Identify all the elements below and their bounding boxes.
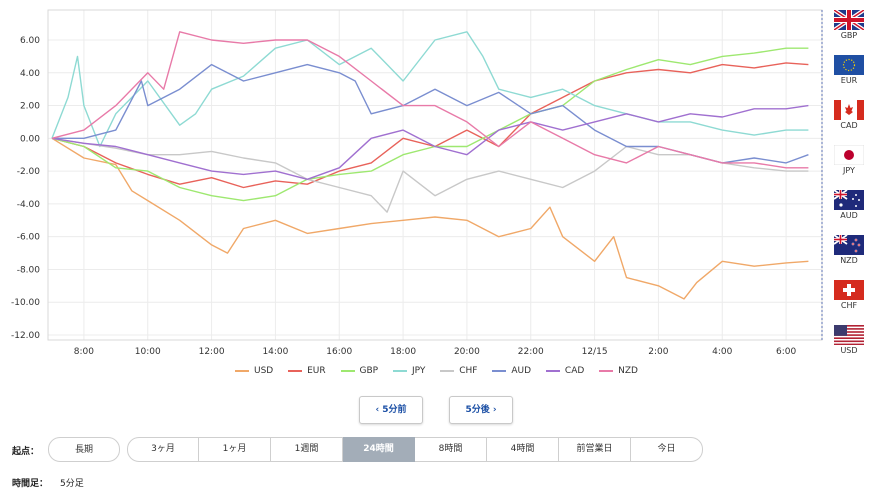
- flag-code-gbp: GBP: [840, 31, 858, 40]
- y-tick-label: 0.00: [20, 134, 40, 144]
- legend-label: JPY: [411, 366, 426, 376]
- flag-usd[interactable]: USD: [829, 325, 869, 356]
- y-tick-label: -10.00: [11, 298, 40, 308]
- x-tick-label: 10:00: [135, 347, 161, 357]
- legend-swatch: [440, 369, 455, 372]
- legend-swatch: [392, 369, 407, 372]
- flag-code-cad: CAD: [840, 121, 858, 130]
- legend-label: AUD: [511, 366, 532, 376]
- x-tick-label: 8:00: [74, 347, 94, 357]
- flag-chf[interactable]: CHF: [829, 280, 869, 311]
- legend-usd[interactable]: USD: [235, 366, 273, 376]
- legend-swatch: [288, 369, 303, 372]
- australia-flag-icon: [834, 190, 864, 210]
- period-tabs: 3ヶ月 1ヶ月 1週間 24時間 8時間 4時間 前営業日 今日: [127, 437, 703, 462]
- flag-code-usd: USD: [840, 346, 858, 355]
- y-tick-label: -2.00: [17, 167, 41, 177]
- series-line-cad: [51, 104, 809, 181]
- flag-code-chf: CHF: [840, 301, 858, 310]
- y-tick-label: 4.00: [20, 69, 40, 79]
- japan-flag-icon: [834, 145, 864, 165]
- legend-label: NZD: [618, 366, 638, 376]
- y-tick-label: -4.00: [17, 200, 41, 210]
- flag-aud[interactable]: AUD: [829, 190, 869, 221]
- next-5min-button[interactable]: 5分後 ›: [449, 396, 513, 424]
- y-axis-ticks: 6.00 4.00 2.00 0.00 -2.00 -4.00 -6.00 -8.00 -10.…: [11, 36, 40, 341]
- flag-code-nzd: NZD: [840, 256, 858, 265]
- flag-cad[interactable]: CAD: [829, 100, 869, 131]
- x-tick-label: 6:00: [776, 347, 796, 357]
- legend-chf[interactable]: CHF: [440, 366, 477, 376]
- chart-legend: USD EUR GBP JPY CHF AUD CAD NZD: [0, 366, 873, 376]
- legend-label: CAD: [564, 366, 585, 376]
- y-tick-label: 6.00: [20, 36, 40, 46]
- flag-code-aud: AUD: [840, 211, 858, 220]
- legend-label: USD: [254, 366, 274, 376]
- uk-flag-icon: [834, 10, 864, 30]
- flag-code-jpy: JPY: [843, 166, 855, 175]
- tab-today[interactable]: 今日: [631, 437, 703, 462]
- long-term-button[interactable]: 長期: [48, 437, 120, 462]
- new-zealand-flag-icon: [834, 235, 864, 255]
- flag-gbp[interactable]: GBP: [829, 10, 869, 41]
- eu-flag-icon: [834, 55, 864, 75]
- flag-eur[interactable]: EUR: [829, 55, 869, 86]
- x-tick-label: 20:00: [454, 347, 480, 357]
- line-chart: 6.00 4.00 2.00 0.00 -2.00 -4.00 -6.00 -8.00 -10.…: [11, 9, 823, 357]
- legend-swatch: [599, 369, 614, 372]
- flag-jpy[interactable]: JPY: [829, 145, 869, 176]
- x-tick-label: 18:00: [390, 347, 416, 357]
- flag-nzd[interactable]: NZD: [829, 235, 869, 266]
- x-axis-ticks: 8:00 10:00 12:00 14:00 16:00 18:00 20:00 22:00 1…: [74, 347, 797, 357]
- tab-8-hours[interactable]: 8時間: [415, 437, 487, 462]
- tab-1-month[interactable]: 1ヶ月: [199, 437, 271, 462]
- series-line-nzd: [51, 31, 809, 169]
- legend-jpy[interactable]: JPY: [392, 366, 426, 376]
- legend-aud[interactable]: AUD: [492, 366, 531, 376]
- legend-label: GBP: [359, 366, 379, 376]
- x-tick-label: 12:00: [199, 347, 225, 357]
- tab-1-week[interactable]: 1週間: [271, 437, 343, 462]
- start-point-label: 起点：: [12, 447, 40, 457]
- legend-gbp[interactable]: GBP: [340, 366, 379, 376]
- tab-4-hours[interactable]: 4時間: [487, 437, 559, 462]
- y-tick-label: -12.00: [11, 331, 40, 341]
- tab-previous-business-day[interactable]: 前営業日: [559, 437, 631, 462]
- x-tick-label: 4:00: [712, 347, 732, 357]
- legend-label: EUR: [307, 366, 326, 376]
- x-tick-label: 16:00: [326, 347, 352, 357]
- tab-24-hours[interactable]: 24時間: [343, 437, 415, 462]
- usa-flag-icon: [834, 325, 864, 345]
- x-tick-label: 22:00: [518, 347, 544, 357]
- x-tick-label: 2:00: [648, 347, 668, 357]
- legend-nzd[interactable]: NZD: [599, 366, 638, 376]
- legend-swatch: [235, 369, 249, 372]
- series-line-chf: [51, 137, 809, 213]
- timeframe-value: 5分足: [60, 479, 84, 489]
- tab-3-months[interactable]: 3ヶ月: [127, 437, 199, 462]
- y-tick-label: 2.00: [20, 102, 40, 112]
- plot-frame: [47, 9, 823, 341]
- flag-code-eur: EUR: [840, 76, 858, 85]
- series-lines: [51, 31, 809, 300]
- x-tick-label: 12/15: [582, 347, 608, 357]
- legend-eur[interactable]: EUR: [288, 366, 326, 376]
- legend-cad[interactable]: CAD: [545, 366, 585, 376]
- legend-swatch: [545, 369, 560, 372]
- legend-swatch: [340, 369, 355, 372]
- canada-flag-icon: [834, 100, 864, 120]
- x-tick-label: 14:00: [262, 347, 288, 357]
- y-tick-label: -6.00: [17, 233, 41, 243]
- timeframe-label: 時間足：: [12, 479, 49, 489]
- legend-label: CHF: [459, 366, 478, 376]
- switzerland-flag-icon: [834, 280, 864, 300]
- y-tick-label: -8.00: [17, 265, 41, 275]
- chart-grid: [48, 10, 822, 340]
- series-line-jpy: [51, 31, 809, 148]
- series-line-usd: [51, 137, 809, 300]
- legend-swatch: [492, 369, 507, 372]
- prev-5min-button[interactable]: ‹ 5分前: [359, 396, 423, 424]
